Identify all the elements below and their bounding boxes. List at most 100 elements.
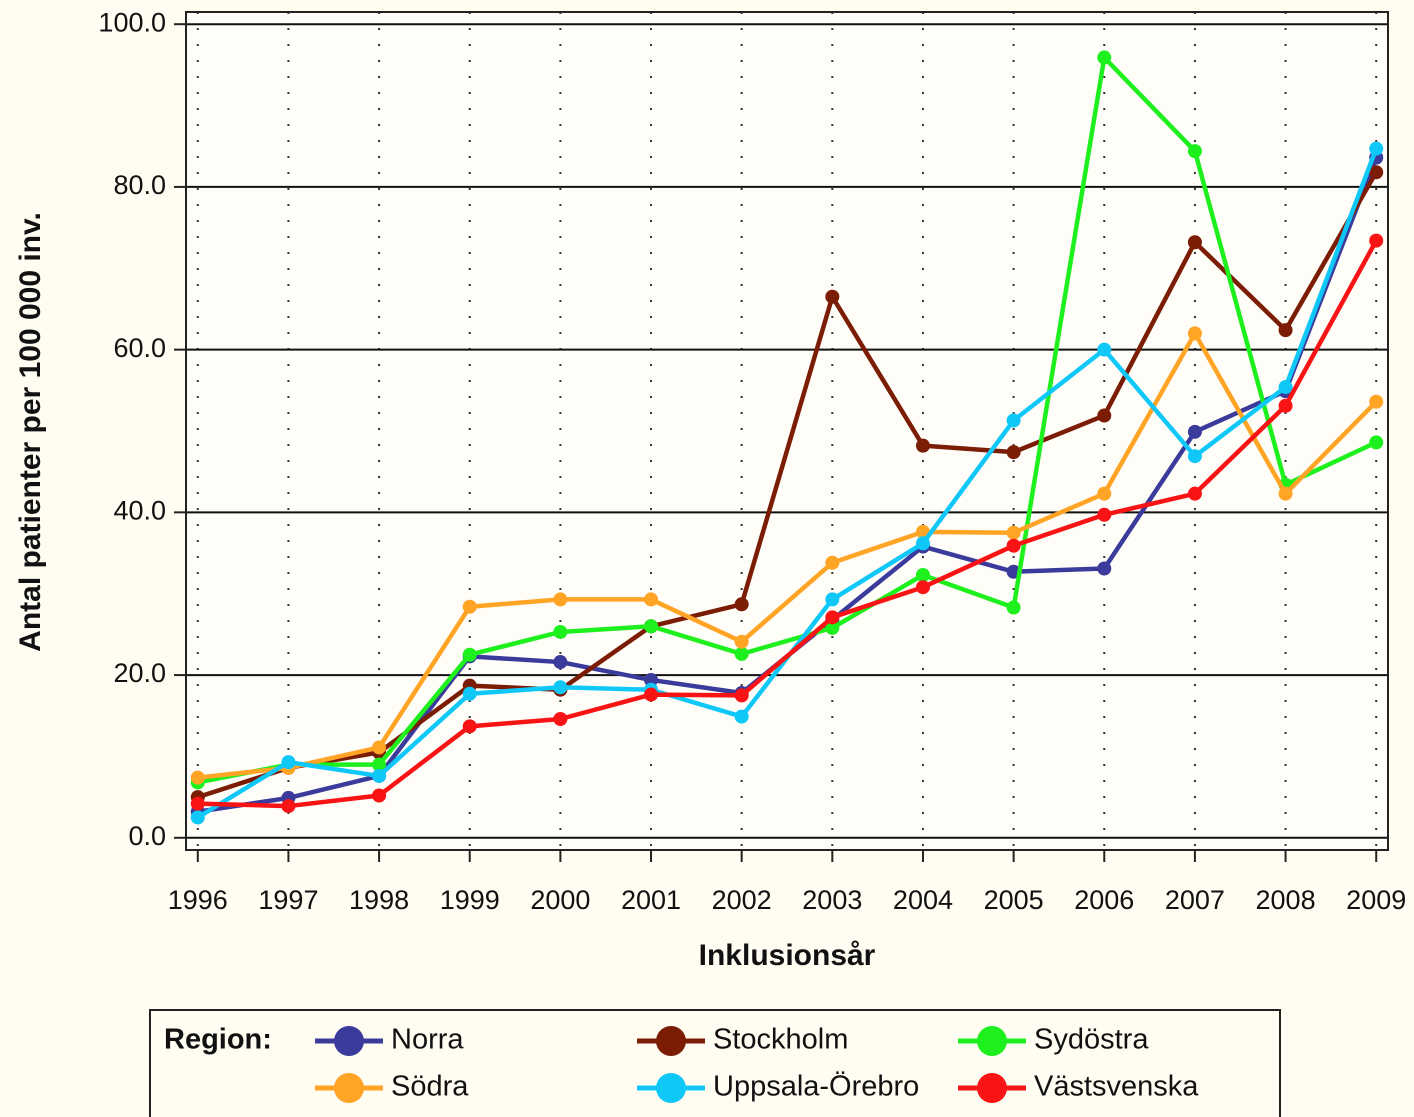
data-point [1369,394,1384,409]
data-point [644,619,659,634]
data-point [915,568,930,583]
x-tick-label: 2007 [1165,885,1225,915]
data-point [1278,398,1293,413]
data-point [825,610,840,625]
data-point [372,757,387,772]
data-point [734,634,749,649]
data-point [462,719,477,734]
data-point [553,624,568,639]
x-tick-label: 2003 [802,885,862,915]
legend-marker [656,1073,686,1103]
data-point [1006,445,1021,460]
data-point [1278,323,1293,338]
legend-marker [977,1026,1007,1056]
x-tick-label: 1998 [349,885,409,915]
data-point [1097,342,1112,357]
legend-label: Södra [391,1071,469,1103]
data-point [734,646,749,661]
x-tick-label: 1999 [440,885,500,915]
data-point [372,740,387,755]
y-axis-title: Antal patienter per 100 000 inv. [14,212,47,652]
data-point [1187,424,1202,439]
x-tick-label: 2001 [621,885,681,915]
series-line [197,331,1378,780]
data-point [1097,50,1112,65]
data-point [281,755,296,770]
plot-frame [185,11,1389,851]
x-tick-label: 2005 [984,885,1044,915]
legend-marker [656,1026,686,1056]
data-point [1006,525,1021,540]
data-point [553,680,568,695]
data-point [1187,449,1202,464]
y-tick-label: 0.0 [128,821,166,851]
x-tick-label: 2006 [1074,885,1134,915]
data-point [553,655,568,670]
legend-label: Västsvenska [1034,1071,1199,1103]
data-point [1006,600,1021,615]
data-point [1187,235,1202,250]
data-point [915,438,930,453]
data-point [553,712,568,727]
data-point [462,686,477,701]
data-point [372,788,387,803]
data-point [825,289,840,304]
data-point [1097,507,1112,522]
data-point [462,647,477,662]
data-point [1097,408,1112,423]
data-point [190,796,205,811]
data-point [372,768,387,783]
x-tick-label: 2002 [712,885,772,915]
data-point [644,672,659,687]
data-point [1006,413,1021,428]
data-point [825,620,840,635]
x-tick-label: 1996 [168,885,228,915]
y-tick-label: 60.0 [113,333,166,363]
x-tick-label: 2009 [1346,885,1406,915]
data-point [1097,486,1112,501]
data-point [644,592,659,607]
data-point [1187,486,1202,501]
data-point [644,687,659,702]
legend-box [149,1009,1281,1117]
legend-label: Sydöstra [1034,1024,1149,1056]
plot-area [186,12,1388,850]
x-tick-label: 2008 [1256,885,1316,915]
data-point [1369,233,1384,248]
y-tick-label: 100.0 [98,7,166,37]
legend-label: Stockholm [713,1024,848,1056]
data-point [734,597,749,612]
x-tick-label: 1997 [258,885,318,915]
data-point [281,799,296,814]
series-line [197,239,1379,809]
data-point [1369,435,1384,450]
legend-marker [334,1026,364,1056]
series-line [197,55,1378,785]
legend-marker [334,1073,364,1103]
data-point [915,580,930,595]
x-tick-label: 2000 [530,885,590,915]
data-point [1278,380,1293,395]
y-tick-label: 80.0 [113,170,166,200]
series-line [197,171,1379,800]
y-tick-label: 40.0 [113,495,166,525]
x-tick-label: 2004 [893,885,953,915]
data-point [1097,561,1112,576]
data-point [190,810,205,825]
data-point [1187,144,1202,159]
data-point [1369,141,1384,156]
data-point [734,688,749,703]
data-point [190,770,205,785]
y-tick-label: 20.0 [113,658,166,688]
data-point [734,709,749,724]
data-point [825,555,840,570]
data-point [1278,486,1293,501]
data-point [915,536,930,551]
data-point [462,599,477,614]
legend-marker [977,1073,1007,1103]
data-point [1187,326,1202,341]
x-axis-title: Inklusionsår [699,939,876,972]
data-point [1006,538,1021,553]
